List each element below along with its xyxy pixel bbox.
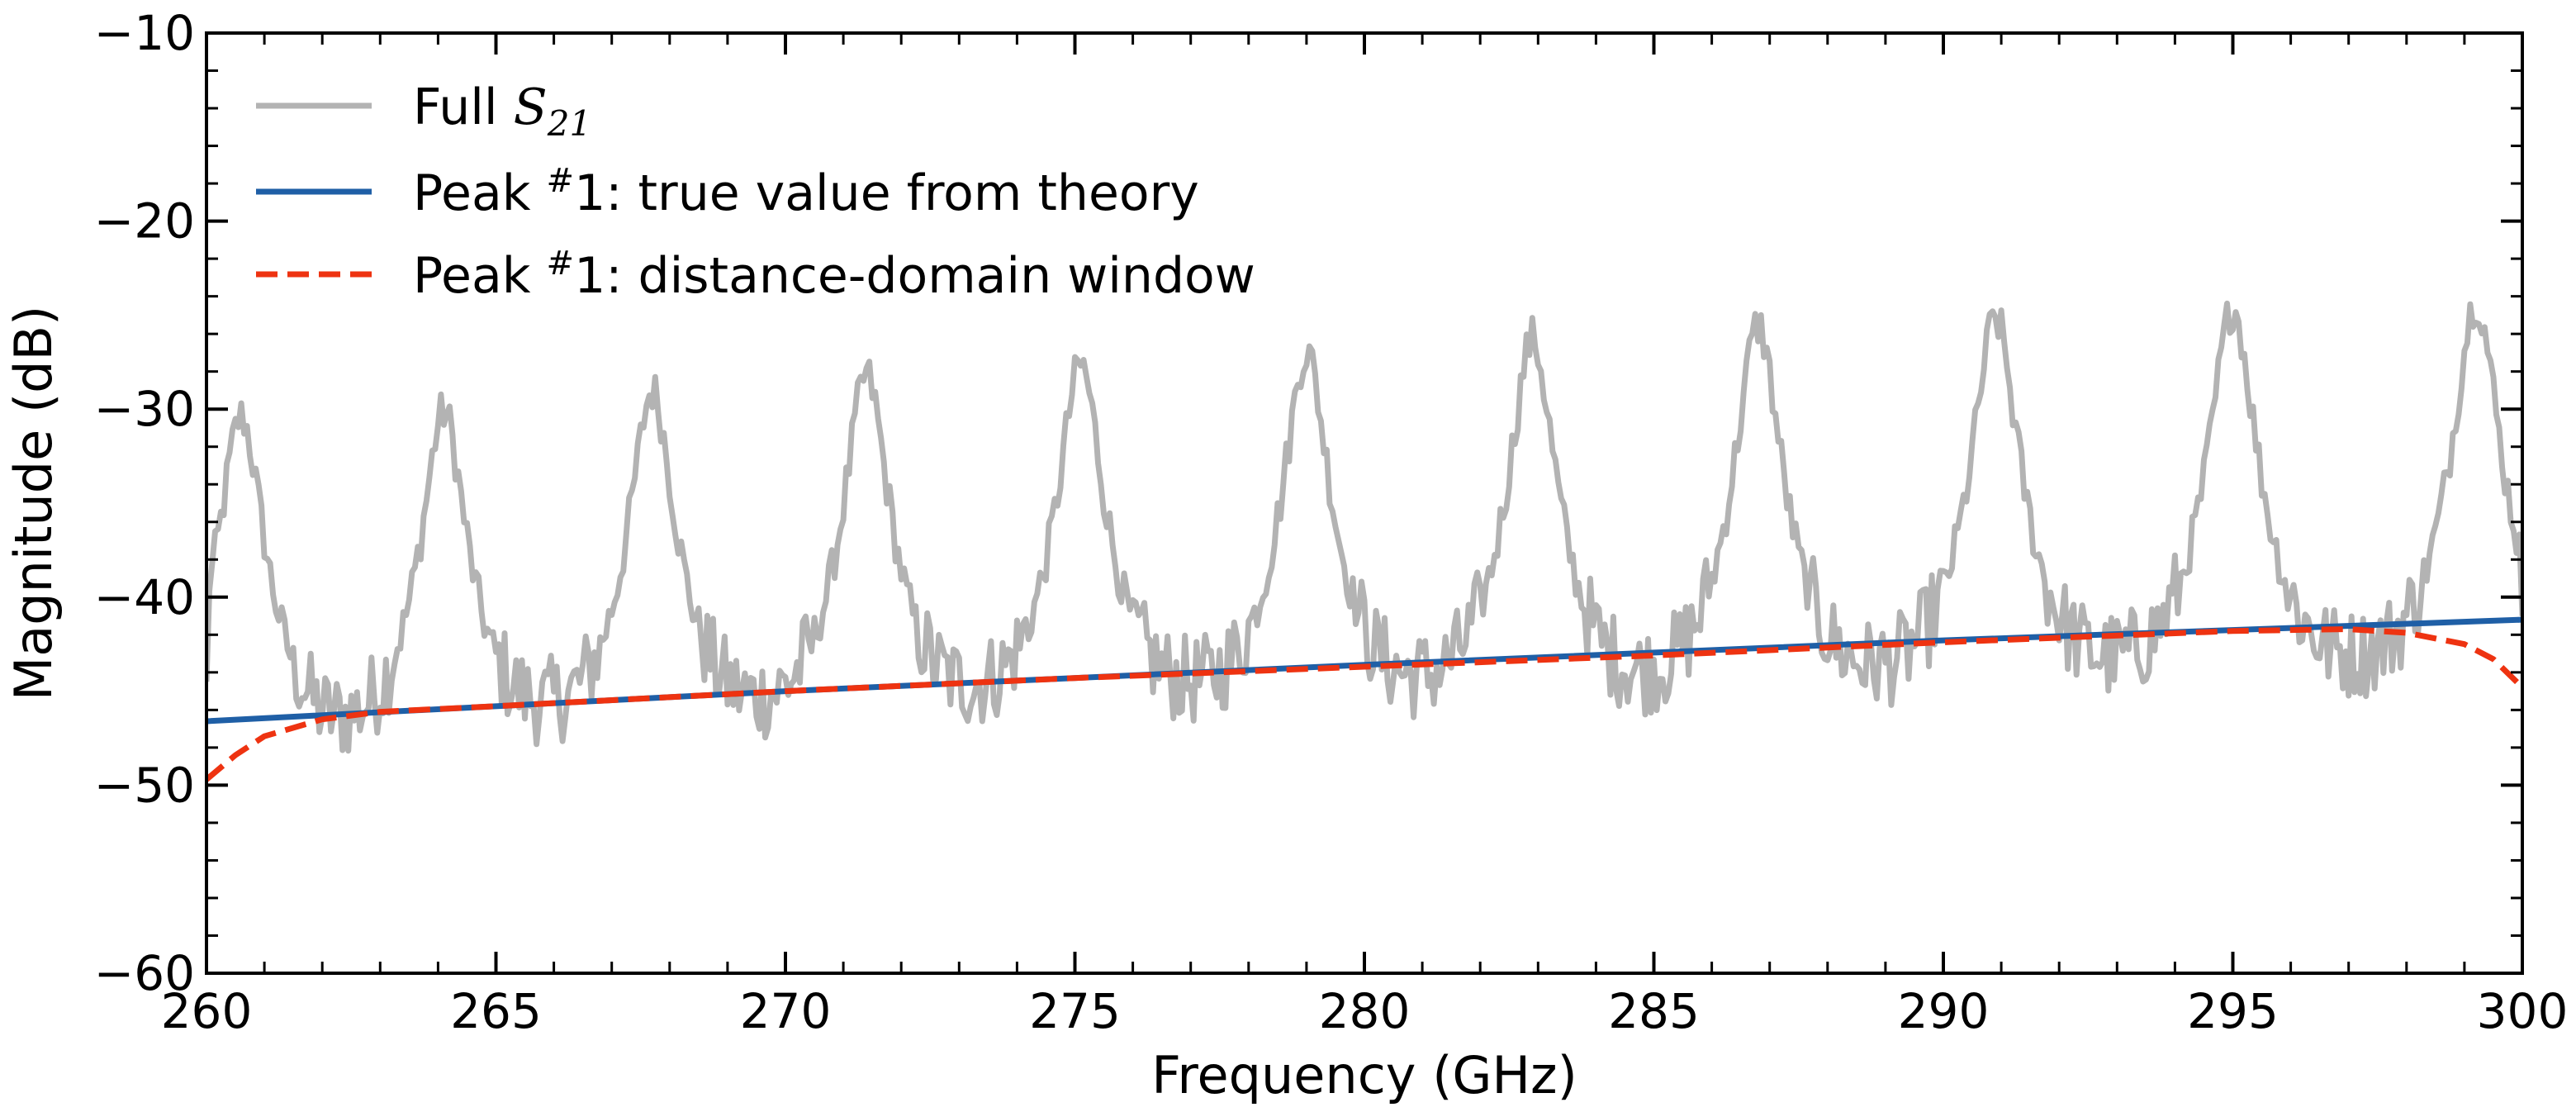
y-axis-label: Magnitude (dB) xyxy=(3,306,64,701)
y-tick-label: −50 xyxy=(94,757,195,813)
y-tick-label: −20 xyxy=(94,193,195,249)
y-tick-label: −30 xyxy=(94,381,195,437)
minor-ticks xyxy=(206,33,2522,973)
legend-label: Peak #1: true value from theory xyxy=(413,162,1199,222)
x-tick-label: 260 xyxy=(161,983,253,1039)
x-tick-label: 290 xyxy=(1898,983,1990,1039)
series-distance-domain-window-line xyxy=(206,626,2522,782)
x-tick-label: 295 xyxy=(2187,983,2279,1039)
x-tick-label: 280 xyxy=(1319,983,1411,1039)
x-tick-label: 285 xyxy=(1608,983,1700,1039)
y-tick-label: −10 xyxy=(94,5,195,61)
x-tick-label: 300 xyxy=(2477,983,2569,1039)
y-tick-label: −40 xyxy=(94,569,195,625)
legend-label: Full S21 xyxy=(413,78,591,144)
series-layer xyxy=(206,300,2522,782)
x-axis-label: Frequency (GHz) xyxy=(1151,1045,1577,1105)
plot-frame xyxy=(205,31,2524,975)
x-tick-label: 275 xyxy=(1029,983,1121,1039)
y-tick-labels: −60 −50 −40 −30 −20 −10 xyxy=(94,5,195,1001)
legend: Full S21 Peak #1: true value from theory P… xyxy=(256,78,1255,305)
y-tick-label: −60 xyxy=(94,945,195,1001)
legend-label: Peak #1: distance-domain window xyxy=(413,245,1255,305)
series-full-s21-line xyxy=(206,300,2522,754)
x-tick-labels: 260 265 270 275 280 285 290 295 300 xyxy=(161,983,2569,1039)
x-tick-label: 270 xyxy=(740,983,832,1039)
x-tick-label: 265 xyxy=(450,983,542,1039)
